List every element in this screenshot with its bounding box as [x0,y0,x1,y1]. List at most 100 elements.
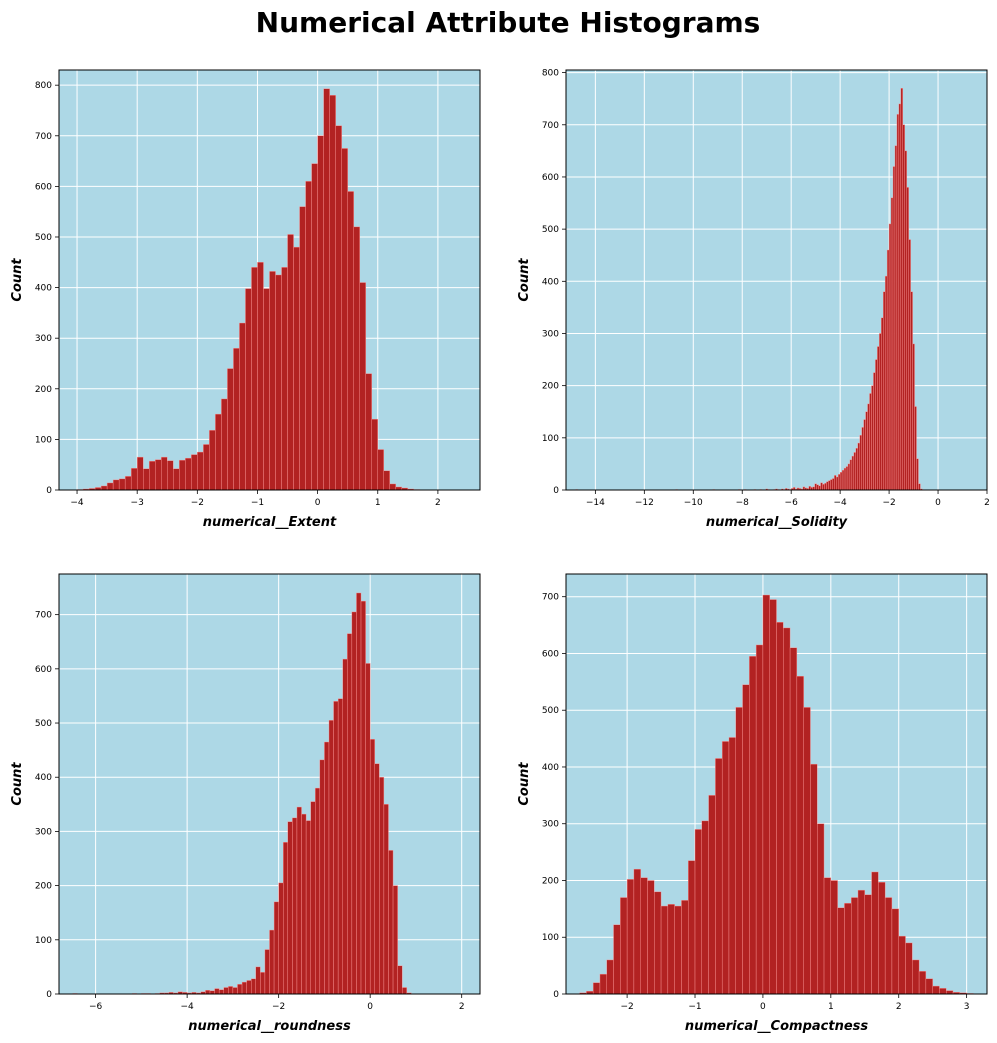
histogram-panel: −4 −3 −2 −1 0 1 2 0 100 200 300 400 500 600 700 800 nume… [10,69,481,530]
histogram-bar [342,658,348,995]
histogram-bar [898,935,906,995]
histogram-bar [857,442,860,491]
histogram-bar [715,758,723,995]
histogram-bar [360,600,366,995]
y-tick-label: 0 [46,990,52,1000]
histogram-bar [383,470,390,491]
histogram-bar [383,804,389,995]
histogram-bar [130,468,138,491]
histogram-bar [841,469,845,491]
histogram-bar [606,959,614,995]
histogram-bar [839,472,843,491]
y-tick-label: 400 [542,277,559,287]
y-tick-label: 300 [542,820,559,830]
x-tick-label: 0 [760,1002,766,1012]
histogram-bar [918,483,921,491]
histogram-bar [389,483,396,491]
histogram-bar [890,197,894,491]
x-tick-label: −14 [586,498,605,508]
y-tick-label: 700 [35,132,52,142]
histogram-bar [865,411,868,491]
histogram-bar [688,860,696,995]
histogram-bar [912,343,915,491]
y-tick-label: 500 [35,233,52,243]
histogram-bar [347,191,354,491]
histogram-bar [218,989,224,995]
histogram-bar [674,905,682,995]
y-tick-label: 100 [542,434,559,444]
histogram-bar [832,478,835,491]
histogram-bar [796,675,804,995]
histogram-bar [317,135,324,491]
x-tick-label: 0 [935,498,941,508]
histogram-bar [402,987,407,995]
histogram-bar [305,820,311,995]
histogram-bar [886,249,890,491]
histogram-bar [910,291,913,491]
histogram-bar [918,971,927,995]
histogram-bar [906,187,909,491]
histogram-bar [613,924,621,995]
y-axis-label: Count [10,762,25,806]
histogram-bar [319,759,325,995]
histogram-bar [667,904,675,995]
histogram-bar [232,987,238,995]
histogram-bar [379,777,385,995]
y-tick-label: 400 [35,284,52,294]
histogram-bar [374,763,380,995]
histogram-bar [305,181,312,491]
histogram-bar [310,801,316,995]
histogram-bar [939,988,947,995]
histogram-bar [789,647,798,995]
histogram-bar [251,267,258,491]
histogram-bar [742,684,750,995]
plot-frame [565,69,988,491]
histogram-bar [861,427,864,491]
histogram-bar [287,234,294,491]
histogram-bar [701,820,709,995]
histogram-bar [215,413,222,491]
histogram-bar [112,479,120,491]
histogram-bar [255,966,261,995]
y-axis-label: Count [10,258,25,302]
y-tick-label: 400 [35,773,52,783]
histogram-bar [864,894,872,995]
histogram-bar [735,707,743,995]
histogram-panels: −4 −3 −2 −1 0 1 20100200300400500600700800nume… [10,69,990,1034]
y-tick-label: 0 [46,486,52,496]
histogram-bar [891,908,899,995]
histogram-bar [818,485,821,491]
histogram-bar [324,741,330,995]
histogram-bar [293,246,300,491]
histogram-bar [823,877,832,995]
histogram-bar [859,435,862,491]
x-tick-label: −3 [131,498,144,508]
histogram-bar [749,656,757,995]
x-tick-label: −2 [191,498,204,508]
histogram-bar [834,475,837,491]
histogram-bar [214,988,220,995]
histogram-bar [898,103,902,491]
histogram-bar [620,897,628,995]
histogram-bar [626,879,635,995]
histogram-bar [365,373,372,491]
histogram-bar [808,486,811,491]
histogram-bar [323,88,330,491]
histogram-bar [118,478,126,491]
x-tick-label: −4 [70,498,84,508]
histogram-bar [900,88,903,491]
y-tick-label: 100 [35,936,52,946]
y-tick-label: 600 [35,182,52,192]
histogram-bar [783,627,791,995]
histogram-bar [946,990,954,995]
y-tick-label: 500 [542,225,559,235]
histogram-bar [905,942,913,995]
plot-background [59,574,480,994]
histogram-bar [392,885,398,995]
histogram-bar [810,763,818,995]
histogram-bar [884,275,888,491]
histogram-bar [250,978,256,995]
histogram-bar [228,986,234,995]
histogram-bar [315,787,321,995]
y-tick-label: 200 [542,876,559,886]
